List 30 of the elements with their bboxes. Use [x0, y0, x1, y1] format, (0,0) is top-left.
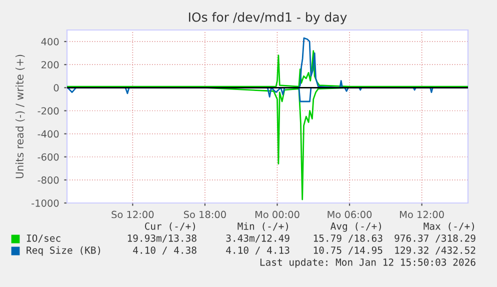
text: Last update: Mon Jan 12 15:50:03 2026 — [260, 258, 476, 268]
y-tick-label: -1000 — [32, 199, 59, 207]
text: Max (-/+) — [424, 222, 474, 231]
legend-label: Req Size (KB) — [26, 246, 100, 256]
text: 4.10 / 4.13 — [226, 246, 290, 255]
text: 15.79 /18.63 — [314, 234, 382, 243]
x-tick-label: Mo 00:00 — [255, 210, 300, 218]
y-tick-label: -400 — [38, 130, 59, 138]
text: 10.75 /14.95 — [314, 246, 382, 255]
text: Min (-/+) — [238, 222, 288, 231]
text: 3.43m/12.49 — [226, 234, 290, 243]
text: 976.37 /318.29 — [394, 234, 476, 243]
text: 19.93m/13.38 — [128, 234, 196, 243]
legend-label: IO/sec — [26, 234, 60, 243]
y-axis-title: Units read (-) / write (+) — [15, 54, 25, 178]
y-tick-label: 0 — [54, 84, 59, 92]
x-tick-label: Mo 12:00 — [400, 210, 444, 218]
x-tick-label: Mo 06:00 — [328, 210, 372, 218]
y-tick-label: -600 — [38, 153, 59, 161]
text: Cur (-/+) — [144, 222, 195, 231]
y-tick-label: -800 — [38, 176, 59, 184]
y-tick-label: 400 — [41, 38, 59, 46]
text: 4.10 / 4.38 — [133, 246, 196, 255]
text: Avg (-/+) — [330, 222, 381, 232]
x-tick-label: So 12:00 — [112, 210, 154, 218]
x-tick-label: So 18:00 — [184, 210, 226, 218]
chart-title: IOs for /dev/md1 - by day — [189, 12, 347, 24]
text: 129.32 /432.52 — [395, 246, 476, 255]
y-tick-label: 200 — [42, 61, 59, 68]
y-tick-label: -200 — [38, 107, 59, 115]
